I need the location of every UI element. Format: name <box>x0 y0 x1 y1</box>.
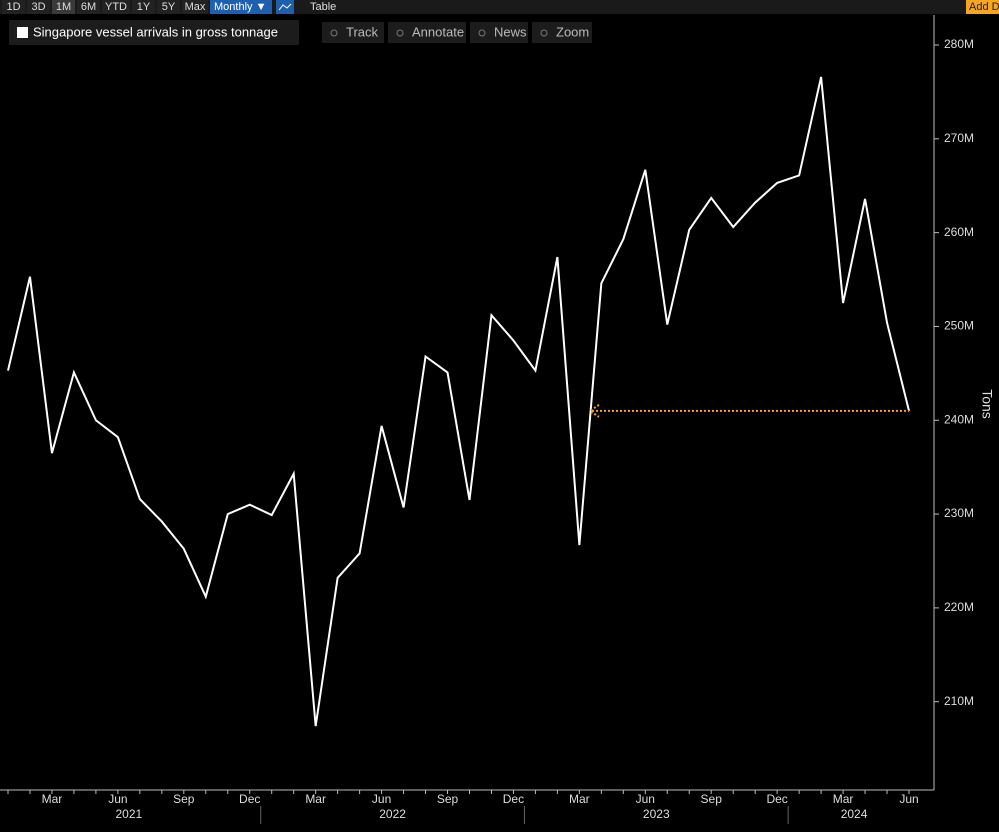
y-tick-label: 240M <box>944 412 974 426</box>
add-button[interactable]: Add D <box>969 1 999 13</box>
y-axis-label: Tons <box>979 389 995 419</box>
tool-bg <box>532 22 592 43</box>
range-button[interactable]: 1D <box>6 1 20 13</box>
legend-label[interactable]: Singapore vessel arrivals in gross tonna… <box>33 24 278 39</box>
range-button[interactable]: 1Y <box>137 1 151 13</box>
tool-icon <box>478 29 486 37</box>
x-tick-label: Mar <box>305 792 326 806</box>
y-tick-label: 260M <box>944 225 974 239</box>
x-tick-label: Mar <box>833 792 854 806</box>
x-tick-label: Jun <box>372 792 391 806</box>
range-button[interactable]: 1M <box>56 1 71 13</box>
range-button[interactable]: YTD <box>105 1 127 13</box>
legend-swatch <box>17 27 28 38</box>
range-button-bg <box>102 0 130 14</box>
range-button-bg <box>2 0 25 14</box>
x-tick-label: Sep <box>701 792 723 806</box>
chart-icon <box>278 3 292 11</box>
x-tick-label: Dec <box>239 792 260 806</box>
range-button-bg <box>182 0 208 14</box>
x-tick-label: Sep <box>173 792 195 806</box>
period-bg <box>210 0 272 14</box>
x-tick-label: Jun <box>899 792 918 806</box>
year-label: 2023 <box>643 807 670 821</box>
range-button[interactable]: 3D <box>31 1 45 13</box>
range-button[interactable]: 6M <box>81 1 96 13</box>
tool-bg <box>470 22 528 43</box>
x-tick-label: Dec <box>766 792 787 806</box>
y-tick-label: 210M <box>944 694 974 708</box>
tool-icon <box>540 29 548 37</box>
y-tick-label: 280M <box>944 37 974 51</box>
tool-button[interactable]: Zoom <box>556 24 589 39</box>
y-tick-label: 220M <box>944 600 974 614</box>
range-button-bg <box>157 0 180 14</box>
x-tick-label: Dec <box>503 792 524 806</box>
year-label: 2021 <box>116 807 143 821</box>
year-label: 2024 <box>841 807 868 821</box>
range-button[interactable]: 5Y <box>162 1 176 13</box>
range-button-bg <box>132 0 155 14</box>
tool-icon <box>396 29 404 37</box>
y-tick-label: 250M <box>944 319 974 333</box>
x-tick-label: Jun <box>108 792 127 806</box>
x-tick-label: Jun <box>636 792 655 806</box>
y-tick-label: 270M <box>944 131 974 145</box>
year-label: 2022 <box>379 807 406 821</box>
x-tick-label: Mar <box>569 792 590 806</box>
range-button-bg <box>27 0 50 14</box>
tool-bg <box>388 22 466 43</box>
period-button[interactable]: Monthly ▼ <box>214 1 266 13</box>
range-button-bg <box>77 0 100 14</box>
y-tick-label: 230M <box>944 506 974 520</box>
tool-button[interactable]: Track <box>346 24 379 39</box>
range-button-bg <box>52 0 75 14</box>
range-button[interactable]: Max <box>185 1 206 13</box>
tool-button[interactable]: Annotate <box>412 24 464 39</box>
legend-bg <box>9 20 299 45</box>
table-button[interactable]: Table <box>310 1 336 13</box>
data-line <box>7 76 910 727</box>
x-tick-label: Mar <box>42 792 63 806</box>
tool-button[interactable]: News <box>494 24 527 39</box>
tool-icon <box>330 29 338 37</box>
x-tick-label: Sep <box>437 792 459 806</box>
add-bg <box>966 0 999 14</box>
tool-bg <box>322 22 384 43</box>
